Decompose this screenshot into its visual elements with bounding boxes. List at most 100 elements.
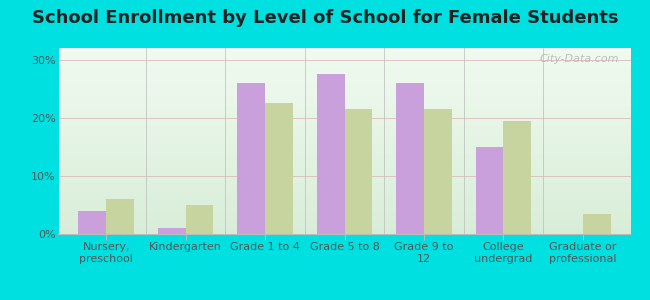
Bar [58,193,630,195]
Bar [58,61,630,63]
Bar [58,139,630,141]
Bar [396,83,424,234]
Bar [344,109,372,234]
Bar [158,228,186,234]
Bar [58,148,630,150]
Bar [476,147,503,234]
Bar [58,186,630,188]
Bar [58,141,630,143]
Bar [58,96,630,98]
Bar [58,175,630,176]
Bar [58,59,630,61]
Bar [58,65,630,67]
Bar [58,182,630,184]
Bar [58,98,630,100]
Bar [79,211,106,234]
Bar [58,132,630,134]
Bar [58,115,630,117]
Bar [58,223,630,225]
Bar [58,89,630,91]
Bar [58,117,630,119]
Bar [58,54,630,56]
Bar [58,70,630,72]
Bar [58,122,630,124]
Bar [58,152,630,154]
Bar [106,199,134,234]
Bar [58,63,630,65]
Bar [58,68,630,70]
Bar [58,147,630,148]
Bar [583,214,610,234]
Bar [58,200,630,202]
Bar [58,163,630,165]
Bar [237,83,265,234]
Bar [58,212,630,214]
Bar [58,104,630,106]
Bar [58,113,630,115]
Bar [58,145,630,147]
Bar [58,48,630,50]
Bar [58,80,630,82]
Bar [58,215,630,217]
Bar [58,154,630,156]
Bar [503,121,531,234]
Bar [424,109,452,234]
Bar [58,135,630,137]
Bar [58,102,630,104]
Bar [58,56,630,57]
Bar [58,76,630,78]
Bar [58,130,630,132]
Bar [58,137,630,139]
Bar [58,208,630,210]
Bar [58,210,630,212]
Bar [58,72,630,74]
Bar [317,74,345,234]
Bar [58,165,630,167]
Bar [58,219,630,221]
Bar [58,199,630,200]
Bar [58,83,630,85]
Bar [186,205,213,234]
Bar [58,180,630,182]
Bar [58,93,630,94]
Bar [58,94,630,96]
Bar [58,124,630,126]
Bar [58,204,630,206]
Bar [58,160,630,161]
Bar [58,217,630,219]
Bar [58,225,630,226]
Bar [58,100,630,102]
Bar [58,226,630,228]
Bar [58,128,630,130]
Bar [58,126,630,128]
Bar [58,197,630,199]
Bar [58,221,630,223]
Bar [58,228,630,230]
Bar [58,78,630,80]
Bar [265,103,293,234]
Bar [58,106,630,107]
Bar [58,111,630,113]
Bar [58,50,630,52]
Bar [58,172,630,175]
Bar [58,191,630,193]
Bar [58,214,630,215]
Bar [58,87,630,89]
Bar [58,202,630,204]
Bar [58,161,630,163]
Bar [58,206,630,208]
Bar [58,169,630,171]
Bar [58,57,630,59]
Text: City-Data.com: City-Data.com [540,54,619,64]
Bar [58,184,630,186]
Bar [58,91,630,93]
Bar [58,195,630,197]
Bar [58,178,630,180]
Bar [58,121,630,122]
Bar [58,134,630,135]
Bar [58,110,630,111]
Bar [58,74,630,76]
Bar [58,230,630,232]
Bar [58,82,630,83]
Bar [58,176,630,178]
